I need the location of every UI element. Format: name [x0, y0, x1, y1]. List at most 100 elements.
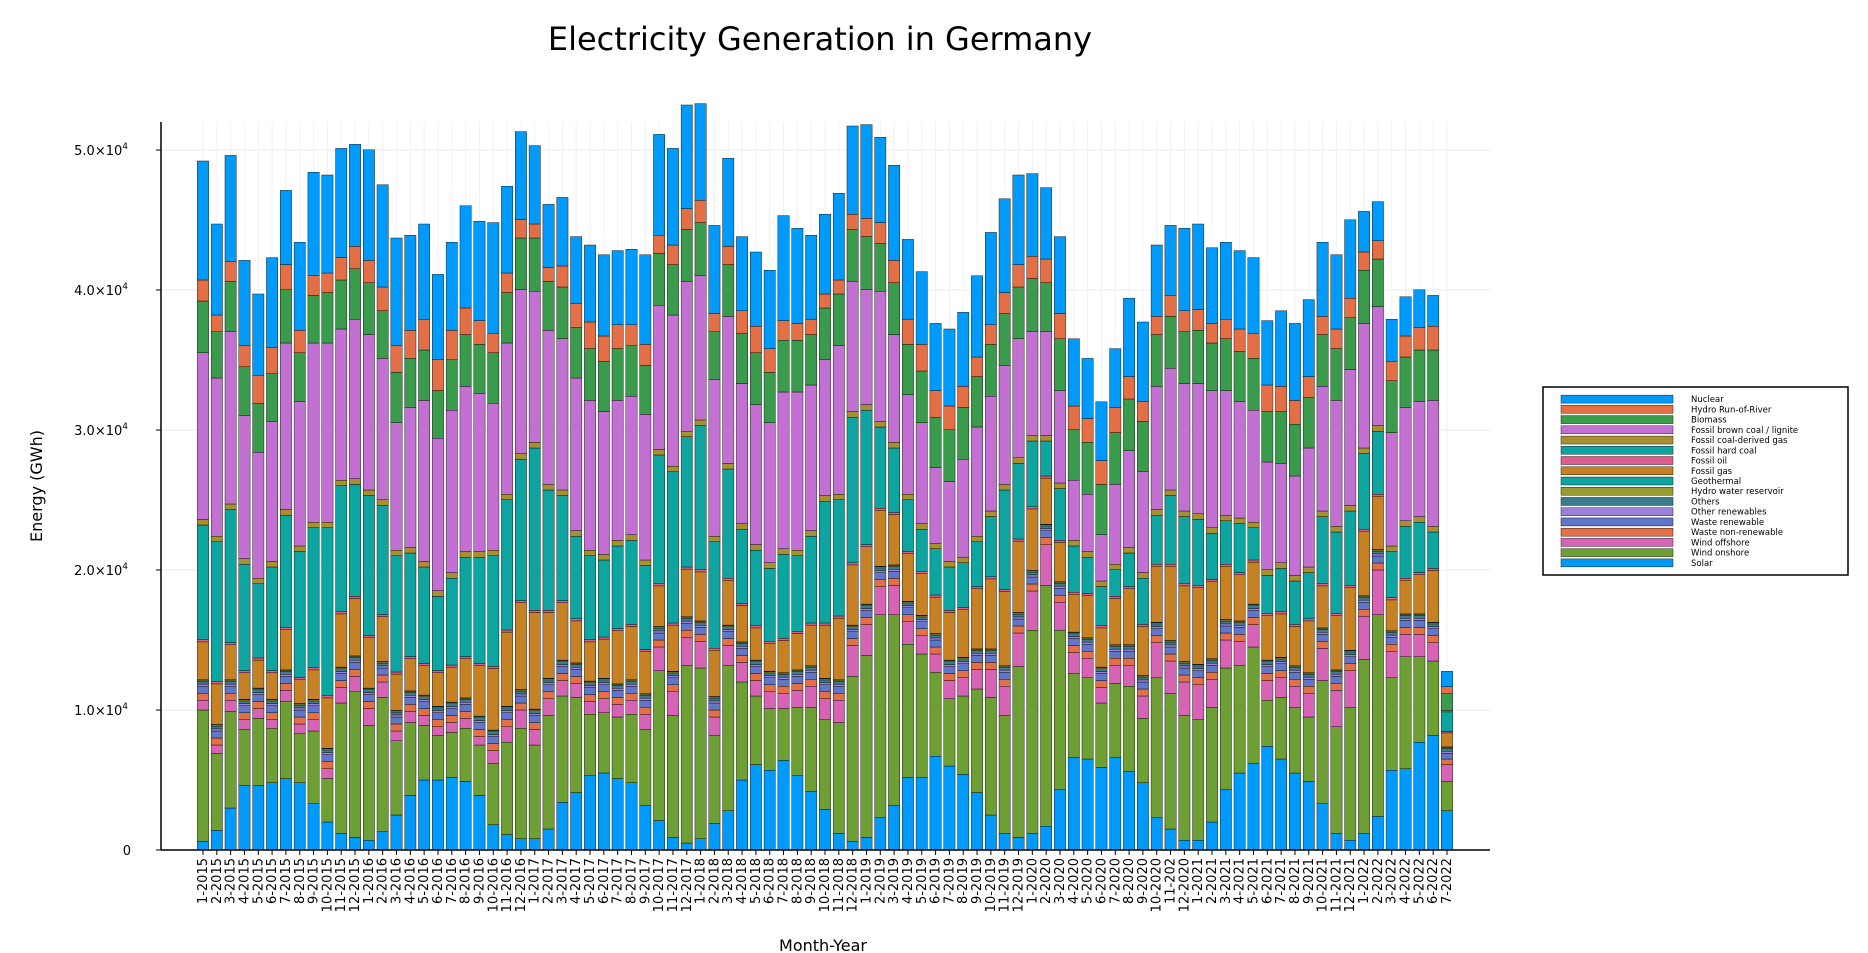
- bar-segment-fossil-oil: [1302, 618, 1315, 622]
- bar-segment-fossil-coal-derived-gas: [307, 521, 320, 528]
- bar-segment-wind-onshore: [293, 733, 306, 783]
- bar-segment-fossil-hard-coal: [611, 545, 624, 629]
- bar-segment-fossil-brown-coal-lignite: [874, 290, 887, 422]
- x-tick-label: 4-2019: [901, 858, 916, 904]
- bar-segment-hydro-run-of-river: [943, 405, 956, 430]
- bar-segment-biomass: [335, 279, 348, 330]
- bar-segment-hydro-run-of-river: [1399, 335, 1412, 358]
- bar-segment-waste-renewable: [321, 754, 334, 762]
- bar-segment-fossil-coal-derived-gas: [1330, 526, 1343, 533]
- bar-segment-wind-offshore: [722, 645, 735, 666]
- bar-segment-waste-non-renewable: [266, 712, 278, 720]
- bar-segment-fossil-hard-coal: [805, 535, 818, 624]
- bar-segment-fossil-hard-coal: [1067, 545, 1080, 593]
- bar-segment-fossil-coal-derived-gas: [1081, 551, 1094, 558]
- bar-segment-solar: [1289, 772, 1301, 851]
- bar-segment-fossil-brown-coal-lignite: [1427, 400, 1440, 527]
- bar-segment-others: [1289, 667, 1301, 671]
- bar-segment-waste-non-renewable: [252, 701, 265, 709]
- bar-segment-others: [1040, 525, 1053, 529]
- bar-segment-other-renewables: [1206, 662, 1218, 666]
- x-tick-label: 7-2022: [1440, 858, 1455, 904]
- bar-segment-others: [680, 618, 693, 622]
- bar-segment-nuclear: [487, 222, 500, 334]
- bar-segment-biomass: [487, 352, 500, 404]
- bar-segment-nuclear: [985, 232, 997, 325]
- bar-segment-nuclear: [321, 174, 334, 274]
- bar-segment-other-renewables: [363, 692, 375, 695]
- bar-segment-solar: [971, 792, 983, 851]
- x-tick-label: 5-2015: [251, 858, 266, 904]
- bar-segment-solar: [832, 833, 845, 851]
- bar-segment-waste-non-renewable: [293, 716, 306, 725]
- x-tick-label: 2-2019: [873, 858, 888, 904]
- bar-segment-solar: [404, 795, 417, 851]
- bar-segment-wind-onshore: [363, 725, 375, 841]
- legend-swatch: [1560, 415, 1674, 424]
- bar-segment-waste-renewable: [197, 686, 209, 694]
- bar-segment-biomass: [238, 366, 251, 416]
- bar-segment-solar: [1316, 803, 1329, 851]
- bar-segment-waste-non-renewable: [1081, 651, 1094, 659]
- bar-segment-wind-onshore: [1441, 781, 1453, 812]
- bar-segment-others: [1413, 615, 1426, 619]
- bar-segment-biomass: [819, 307, 831, 360]
- bar-segment-fossil-hard-coal: [1233, 523, 1246, 573]
- bar-segment-fossil-brown-coal-lignite: [971, 426, 983, 537]
- bar-segment-wind-offshore: [1219, 639, 1232, 669]
- bar-segment-fossil-hard-coal: [1178, 516, 1191, 584]
- bar-segment-nuclear: [1164, 225, 1177, 296]
- bar-segment-solar: [376, 831, 389, 851]
- bar-segment-fossil-brown-coal-lignite: [418, 400, 431, 562]
- bar-segment-other-renewables: [515, 693, 527, 697]
- bar-segment-biomass: [404, 358, 417, 408]
- bar-segment-fossil-coal-derived-gas: [418, 561, 431, 568]
- bar-segment-wind-offshore: [238, 719, 251, 730]
- bar-segment-fossil-gas: [998, 591, 1011, 666]
- bar-segment-waste-non-renewable: [943, 673, 956, 681]
- bar-segment-biomass: [763, 372, 776, 423]
- bar-segment-solar: [819, 809, 831, 851]
- bar-segment-others: [750, 661, 762, 665]
- bar-segment-solar: [390, 814, 403, 851]
- bar-segment-fossil-oil: [1261, 612, 1274, 616]
- bar-segment-solar: [874, 817, 887, 851]
- bar-segment-nuclear: [238, 260, 251, 346]
- bar-segment-wind-onshore: [943, 698, 956, 767]
- bar-segment-fossil-hard-coal: [584, 555, 596, 640]
- bar-segment-wind-onshore: [1026, 630, 1039, 834]
- bar-segment-fossil-oil: [874, 507, 887, 511]
- bar-segment-fossil-oil: [418, 663, 431, 666]
- bar-segment-nuclear: [902, 239, 914, 320]
- bar-segment-fossil-brown-coal-lignite: [998, 365, 1011, 485]
- bar-segment-wind-onshore: [805, 707, 818, 792]
- bar-segment-hydro-run-of-river: [542, 267, 555, 282]
- bar-segment-solar: [1012, 837, 1025, 851]
- bar-segment-waste-renewable: [888, 571, 900, 579]
- bar-segment-fossil-brown-coal-lignite: [653, 304, 665, 450]
- bar-segment-waste-non-renewable: [680, 630, 693, 638]
- bar-segment-other-renewables: [1441, 751, 1453, 754]
- bar-segment-fossil-oil: [915, 570, 928, 574]
- bar-segment-waste-non-renewable: [376, 674, 389, 683]
- bar-segment-wind-onshore: [280, 701, 292, 779]
- bar-segment-fossil-brown-coal-lignite: [1054, 390, 1066, 484]
- bar-segment-wind-offshore: [653, 646, 665, 671]
- bar-segment-others: [556, 661, 569, 665]
- bar-segment-waste-renewable: [1040, 530, 1053, 538]
- y-tick-label: 5.0×104: [74, 142, 128, 159]
- bar-segment-fossil-gas: [667, 624, 679, 672]
- bar-segment-fossil-gas: [473, 665, 486, 717]
- bar-segment-fossil-brown-coal-lignite: [639, 414, 652, 561]
- bar-segment-hydro-run-of-river: [1441, 686, 1453, 694]
- bar-segment-other-renewables: [860, 608, 873, 611]
- bar-segment-waste-non-renewable: [1372, 562, 1384, 571]
- bar-segment-waste-non-renewable: [1026, 583, 1039, 592]
- bar-segment-solar: [597, 772, 610, 851]
- bar-segment-fossil-hard-coal: [418, 566, 431, 664]
- bar-segment-fossil-hard-coal: [293, 551, 306, 678]
- x-tick-label: 11-2017: [666, 858, 681, 912]
- x-tick-label: 11-2015: [334, 858, 349, 912]
- x-tick-label: 8-2016: [459, 858, 474, 904]
- bar-segment-hydro-run-of-river: [1040, 258, 1053, 283]
